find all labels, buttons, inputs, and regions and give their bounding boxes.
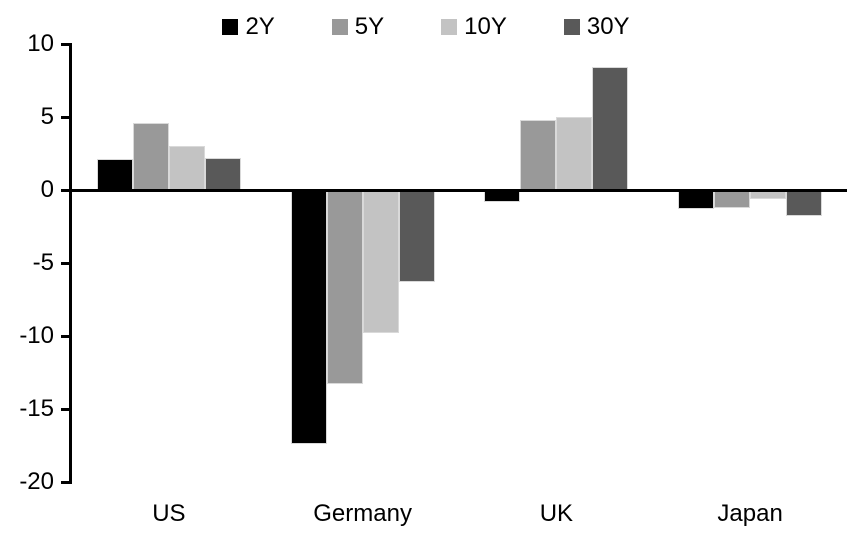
legend: 2Y 5Y 10Y 30Y — [0, 13, 852, 41]
y-axis-line — [69, 42, 72, 484]
y-axis-tick-label: 0 — [40, 176, 54, 203]
bar-uk-2y — [484, 190, 521, 202]
legend-swatch-icon — [441, 19, 458, 35]
y-axis-tick — [61, 188, 70, 192]
x-axis-category-label: US — [152, 500, 186, 527]
y-axis-tick-label: -10 — [19, 322, 54, 349]
legend-swatch-icon — [331, 19, 348, 35]
x-axis-category-label: Japan — [717, 500, 783, 527]
legend-item-label: 10Y — [464, 13, 507, 40]
legend-item-5y: 5Y — [331, 13, 385, 40]
y-axis-tick — [61, 42, 70, 46]
legend-swatch-icon — [563, 19, 580, 35]
bar-uk-5y — [520, 119, 557, 190]
bar-germany-10y — [362, 190, 399, 334]
y-axis-tick — [61, 261, 70, 265]
y-axis-tick — [61, 115, 70, 119]
legend-item-30y: 30Y — [563, 13, 630, 40]
legend-item-label: 5Y — [354, 13, 385, 40]
bar-us-10y — [168, 146, 205, 190]
bar-japan-2y — [678, 190, 715, 209]
x-axis-zero-line — [69, 188, 847, 192]
bar-germany-2y — [290, 190, 327, 445]
y-axis-tick — [61, 334, 70, 338]
y-axis-tick — [61, 480, 70, 484]
legend-item-label: 2Y — [245, 13, 275, 40]
y-axis-tick-label: 10 — [27, 30, 54, 57]
y-axis-tick-label: -20 — [19, 468, 54, 495]
bar-us-5y — [132, 122, 169, 190]
x-axis-category-label: UK — [539, 500, 574, 527]
bar-uk-10y — [556, 117, 593, 190]
bar-us-2y — [96, 159, 133, 190]
bar-us-30y — [204, 157, 241, 190]
y-axis-tick-label: 5 — [40, 103, 54, 130]
y-axis-tick-label: -5 — [32, 249, 54, 276]
y-axis-tick-label: -15 — [19, 395, 54, 422]
legend-swatch-icon — [222, 19, 239, 35]
y-axis-tick — [61, 407, 70, 411]
bar-germany-30y — [398, 190, 435, 282]
legend-item-label: 30Y — [586, 13, 630, 40]
bar-japan-30y — [786, 190, 823, 217]
legend-item-10y: 10Y — [441, 15, 507, 39]
bar-japan-5y — [714, 190, 751, 208]
bar-uk-30y — [592, 67, 629, 190]
x-axis-category-label: Germany — [313, 500, 412, 527]
legend-item-2y: 2Y — [222, 13, 275, 40]
bar-germany-5y — [326, 190, 363, 385]
